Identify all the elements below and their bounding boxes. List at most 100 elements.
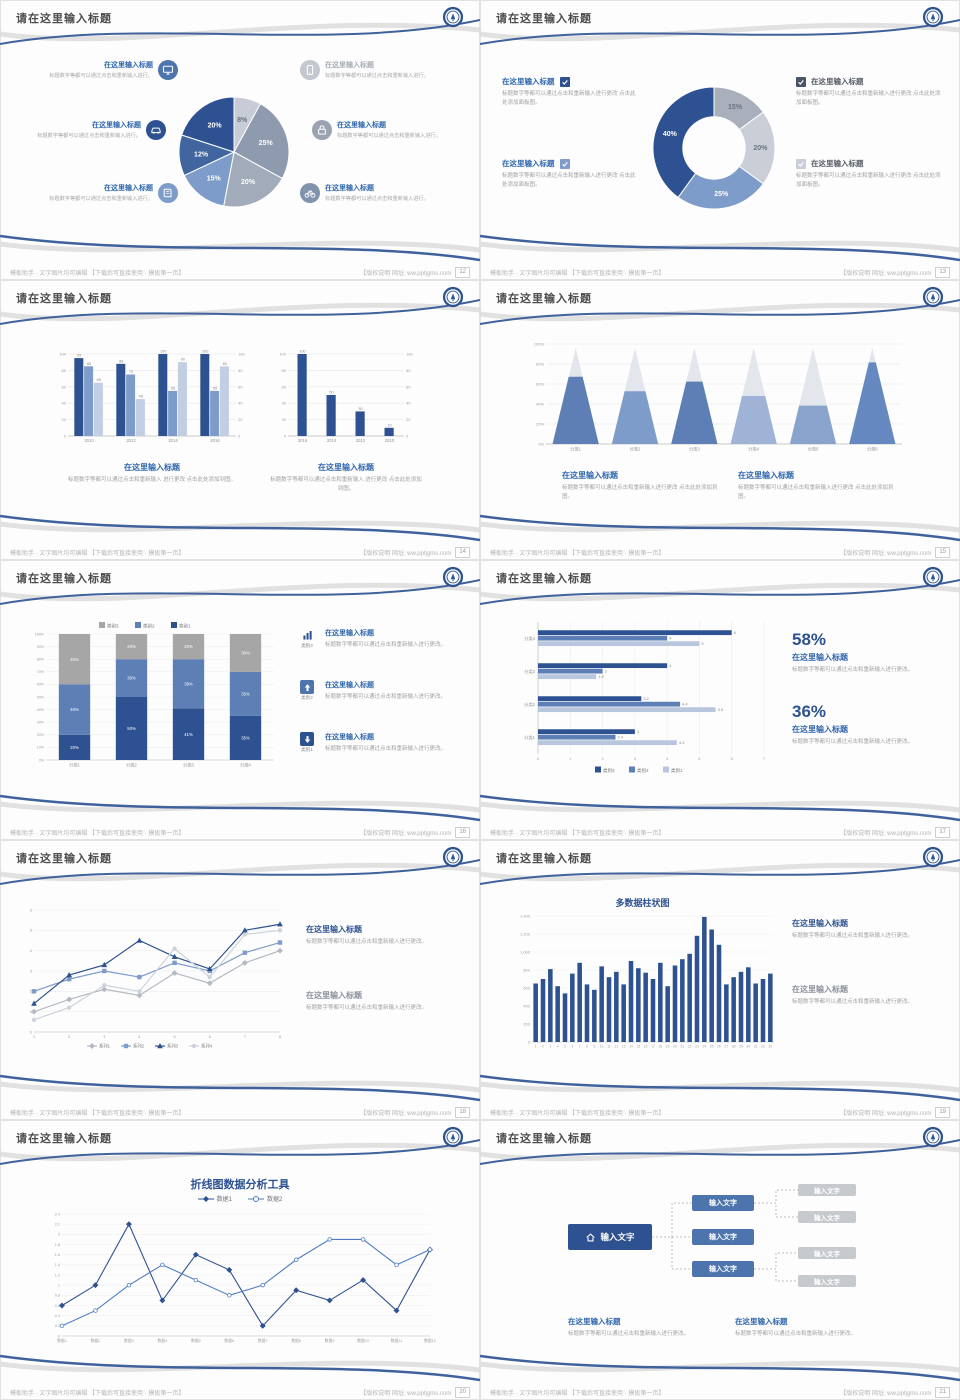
- svg-text:20: 20: [673, 1045, 677, 1049]
- slide-12[interactable]: 请在这里输入标题 8% 25% 20% 15% 12% 20% 在这里输入标题 标题数字等都…: [0, 0, 480, 280]
- block-text: 标题数字等都可以通过点击和重新输入进行更改 点击此处添加面板图。: [796, 173, 941, 189]
- callout-text: 标题数字等都可以通过点击和重新输入进行。: [337, 133, 441, 139]
- svg-text:26: 26: [717, 1045, 721, 1049]
- slide-17[interactable]: 请在这里输入标题 0 1 2 3 4 5 6 7 分类1 3 2.4 4.3 分类2 3.2 4.4 5.5 分…: [480, 560, 960, 840]
- block-title: 在这里输入标题: [318, 463, 374, 472]
- top-swoosh-decoration: [0, 840, 480, 896]
- circle-marker-icon: [248, 1195, 264, 1202]
- diagram-node-box: 输入文字: [692, 1261, 754, 1277]
- slide-20[interactable]: 请在这里输入标题 折线图数据分析工具 数据1 数据2 0 0.2 0.4 0.6 0.8…: [0, 1120, 480, 1400]
- slide-18[interactable]: 请在这里输入标题 0 1 2 3 4 5 6 1 2 3 4 5 6 7 8 系列1 系列2 系列3 系列4 在这里…: [0, 840, 480, 1120]
- svg-text:8%: 8%: [237, 117, 248, 124]
- legend-item-block: 类别1 在这里输入标题 标题数字等都可以通过点击和重新输入进行更改。: [296, 732, 468, 754]
- bar-chart: 0 0 20 20 40 40 60 60 80 80 100 100 100 2016 50 2014 30 2…: [272, 346, 420, 448]
- top-swoosh-decoration: [0, 560, 480, 616]
- school-logo-icon: [922, 286, 944, 308]
- footer-right-text: 【版权说明 网址: ww.pptjgms.com: [840, 1391, 932, 1397]
- svg-text:60%: 60%: [536, 382, 544, 387]
- svg-text:2016: 2016: [298, 438, 308, 443]
- bottom-swoosh-decoration: [0, 508, 480, 548]
- block-title: 在这里输入标题: [502, 159, 555, 168]
- block-text: 标题数字等都可以通过点击和重新输入进行更改 点击此处添加面板图。: [796, 91, 941, 107]
- slide-15[interactable]: 请在这里输入标题 0% 20% 40% 60% 80% 100% 分类1 分类2 分类3 分类4 分…: [480, 280, 960, 560]
- svg-text:100: 100: [299, 350, 305, 354]
- legend-entry: 数据1: [197, 1194, 232, 1203]
- footer-right-text: 【版权说明 网址: ww.pptjgms.com: [360, 1391, 452, 1397]
- svg-text:100%: 100%: [534, 342, 545, 347]
- svg-text:分类2: 分类2: [524, 701, 535, 708]
- svg-text:类别1: 类别1: [179, 623, 191, 630]
- footer-right-text: 【版权说明 网址: ww.pptjgms.com: [360, 831, 452, 837]
- block-title: 在这里输入标题: [325, 682, 374, 689]
- checkbox-icon[interactable]: [796, 76, 806, 87]
- text-block: 在这里输入标题 标题数字等都可以通过点击和重新输入进行更改 点击此处添加到图。: [738, 470, 898, 503]
- svg-text:4: 4: [557, 1045, 559, 1049]
- svg-text:分类4: 分类4: [240, 762, 251, 769]
- text-block: 在这里输入标题 标题数字等都可以通过点击和重新输入 进行更改 点击此处添加到图。: [52, 462, 252, 485]
- svg-text:12: 12: [615, 1045, 619, 1049]
- bottom-swoosh-decoration: [480, 788, 960, 828]
- slide-title: 请在这里输入标题: [16, 573, 112, 585]
- svg-text:20%: 20%: [536, 422, 544, 427]
- svg-text:4.3: 4.3: [679, 740, 685, 745]
- bottom-swoosh-decoration: [0, 1068, 480, 1108]
- svg-text:80%: 80%: [536, 362, 544, 367]
- slide-footer: 模板助手 · 文字图片均可编辑 【下载后可直接使用 · 模板第一页】 【版权说明…: [0, 1107, 480, 1118]
- slide-footer: 模板助手 · 文字图片均可编辑 【下载后可直接使用 · 模板第一页】 【版权说明…: [480, 1387, 960, 1398]
- pie-callout: 在这里输入标题 标题数字等都可以通过点击和重新输入进行。: [20, 183, 178, 203]
- chart-title: 多数据柱状图: [615, 898, 670, 908]
- diagram-leaf-box: 输入文字: [798, 1211, 856, 1223]
- svg-text:28: 28: [732, 1045, 736, 1049]
- slide-title: 请在这里输入标题: [16, 853, 112, 865]
- svg-text:0: 0: [30, 1029, 33, 1034]
- svg-text:1: 1: [535, 1045, 537, 1049]
- home-icon: [585, 1232, 596, 1243]
- checkbox-icon[interactable]: [559, 158, 570, 169]
- slide-footer: 模板助手 · 文字图片均可编辑 【下载后可直接使用 · 模板第一页】 【版权说明…: [480, 1107, 960, 1118]
- svg-text:2.4: 2.4: [55, 1212, 60, 1216]
- horizontal-bar-chart: 0 1 2 3 4 5 6 7 分类1 3 2.4 4.3 分类2 3.2 4.4 5.5 分类3 4 2 1.8 分类…: [516, 618, 774, 774]
- svg-text:1.8: 1.8: [55, 1243, 60, 1247]
- svg-text:20%: 20%: [127, 644, 136, 649]
- school-logo-icon: [922, 566, 944, 588]
- svg-text:20%: 20%: [184, 644, 193, 649]
- svg-text:80: 80: [238, 368, 243, 373]
- svg-text:类别2: 类别2: [637, 767, 649, 774]
- svg-text:分类1: 分类1: [69, 762, 80, 769]
- slide-19[interactable]: 请在这里输入标题 多数据柱状图 0 200 400 600 800 1,000 1,200 1…: [480, 840, 960, 1120]
- svg-text:5.5: 5.5: [718, 707, 724, 712]
- svg-text:0: 0: [537, 756, 540, 761]
- footer-right-text: 【版权说明 网址: ww.pptjgms.com: [840, 271, 932, 277]
- svg-text:6: 6: [30, 907, 33, 912]
- block-title: 在这里输入标题: [306, 925, 362, 934]
- checkbox-icon[interactable]: [796, 158, 806, 169]
- svg-text:分类3: 分类3: [689, 446, 700, 453]
- svg-text:32: 32: [761, 1045, 765, 1049]
- block-title: 在这里输入标题: [792, 919, 848, 928]
- svg-text:5: 5: [564, 1045, 566, 1049]
- svg-text:4: 4: [138, 1034, 141, 1039]
- svg-text:8: 8: [279, 1034, 282, 1039]
- svg-text:15%: 15%: [728, 104, 743, 111]
- svg-text:0.6: 0.6: [55, 1304, 60, 1308]
- block-text: 标题数字等都可以通过点击和重新输入进行更改。: [325, 746, 447, 752]
- svg-text:20%: 20%: [37, 733, 45, 737]
- slide-13[interactable]: 请在这里输入标题 在这里输入标题 标题数字等都可以通过点击和重新输入进行更改 点…: [480, 0, 960, 280]
- svg-text:85: 85: [223, 362, 227, 366]
- svg-text:0%: 0%: [538, 442, 544, 447]
- slide-21[interactable]: 请在这里输入标题 输入文字 输入文字 输入文字 输入文字 输入文字 输入文字 输…: [480, 1120, 960, 1400]
- svg-text:11: 11: [607, 1045, 611, 1049]
- svg-text:80: 80: [406, 368, 411, 373]
- svg-text:2016: 2016: [210, 438, 220, 443]
- svg-text:16: 16: [644, 1045, 648, 1049]
- svg-text:100: 100: [406, 352, 413, 357]
- svg-text:10%: 10%: [37, 746, 45, 750]
- pie-callout: 在这里输入标题 标题数字等都可以通过点击和重新输入进行。: [8, 120, 166, 140]
- slide-title: 请在这里输入标题: [16, 1133, 112, 1145]
- slide-16[interactable]: 请在这里输入标题 类别3 类别2 类别1 0% 10% 20% 30% 40% 50% 60% 70…: [0, 560, 480, 840]
- checkbox-icon[interactable]: [559, 76, 570, 87]
- svg-text:系列2: 系列2: [133, 1043, 145, 1050]
- slide-14[interactable]: 请在这里输入标题 0 0 20 20 40 40 60 60 80 80 100 100 95 85 65 2…: [0, 280, 480, 560]
- svg-text:41%: 41%: [184, 732, 193, 737]
- svg-text:分类4: 分类4: [748, 446, 759, 453]
